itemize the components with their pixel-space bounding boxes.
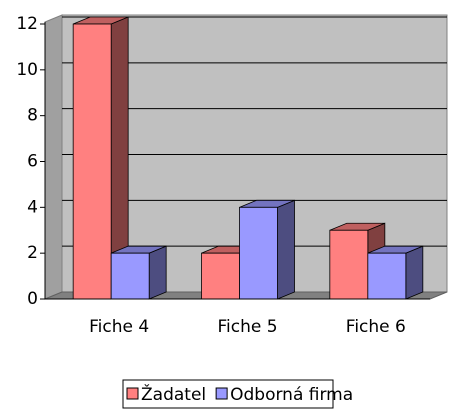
bar-front [201, 252, 240, 300]
x-tick-label: Fiche 4 [89, 317, 149, 337]
side-wall [44, 14, 63, 300]
bar-front [367, 252, 407, 300]
bar-side [405, 245, 424, 300]
x-tick-label: Fiche 5 [217, 317, 277, 337]
bar-side [277, 199, 295, 300]
legend [122, 379, 334, 409]
legend-swatch [215, 387, 228, 400]
x-tick-label: Fiche 6 [346, 317, 406, 337]
y-tick-label: 12 [16, 14, 38, 34]
legend-items: Žadatel Odborná firma [126, 383, 353, 405]
y-tick-label: 8 [27, 106, 38, 126]
bar [367, 245, 424, 300]
y-tick-label: 2 [27, 243, 38, 263]
y-tick-label: 4 [27, 197, 38, 217]
bar [110, 245, 167, 300]
legend-label: Žadatel [141, 383, 206, 405]
bar [239, 199, 295, 300]
bar-side [148, 245, 167, 300]
y-tick-label: 0 [27, 289, 38, 309]
legend-label: Odborná firma [230, 385, 353, 405]
bar-front [72, 23, 112, 300]
y-tick-label: 6 [27, 152, 38, 172]
bar-front [239, 206, 278, 300]
legend-swatch [126, 387, 139, 400]
bar-front [110, 252, 150, 300]
y-tick-label: 10 [16, 60, 38, 80]
bars [72, 16, 424, 300]
bar-front [329, 229, 369, 300]
